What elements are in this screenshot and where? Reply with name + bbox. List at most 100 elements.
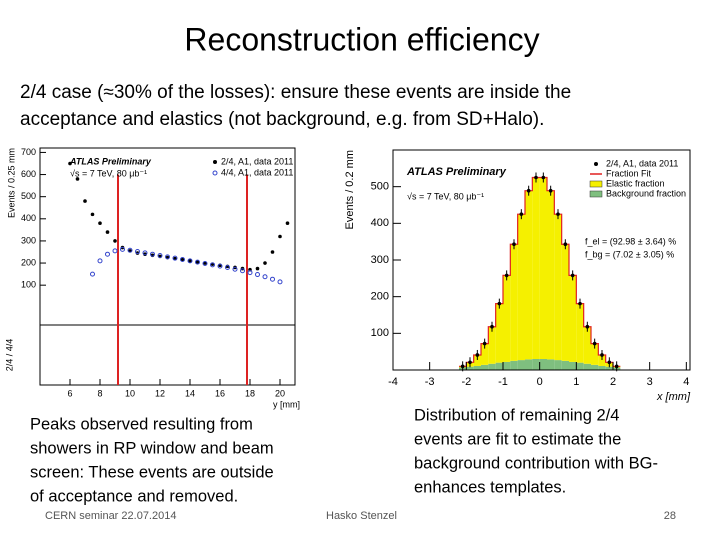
caption-line: events are fit to estimate the: [414, 430, 621, 448]
data-point: [187, 258, 193, 264]
y-tick-label: 600: [21, 169, 36, 179]
x-tick-label: -4: [388, 376, 398, 388]
y-tick-label: 200: [21, 257, 36, 267]
y-tick-label: 500: [371, 181, 389, 193]
data-point: [556, 212, 560, 216]
data-point: [150, 251, 155, 257]
data-point: [68, 161, 72, 166]
background-bar: [503, 361, 511, 370]
data-point: [135, 249, 140, 255]
data-point: [519, 212, 524, 216]
elastic-bar: [554, 214, 562, 361]
background-bar: [561, 360, 569, 370]
data-point: [460, 364, 465, 369]
data-point: [255, 272, 260, 278]
x-tick-label: 4: [683, 376, 689, 388]
data-point: [475, 353, 480, 357]
footer-center: Hasko Stenzel: [326, 510, 397, 522]
data-point: [120, 246, 125, 252]
data-point: [225, 264, 230, 270]
data-point: [105, 251, 110, 257]
caption-line: background contribution with BG-: [414, 454, 658, 472]
fit-annotation: f_bg = (7.02 ± 3.05) %: [585, 249, 674, 259]
x-tick-label: 10: [125, 388, 135, 398]
data-point: [585, 324, 590, 329]
data-point: [607, 360, 612, 365]
data-point: [105, 230, 110, 234]
background-bar: [583, 363, 591, 370]
elastic-bar: [561, 244, 569, 361]
data-point: [157, 253, 163, 259]
data-point: [127, 247, 133, 253]
elastic-bar: [532, 177, 540, 359]
ratio-frame: [39, 324, 296, 386]
data-point: [263, 261, 267, 265]
background-bar: [591, 364, 599, 370]
x-tick-label: 1: [573, 376, 579, 388]
legend-label: 2/4, A1, data 2011: [221, 156, 293, 166]
data-point: [180, 257, 185, 263]
data-point: [270, 250, 275, 254]
data-point: [247, 270, 253, 276]
chart-subtitle: √s = 7 TeV, 80 μb⁻¹: [70, 168, 147, 178]
background-bar: [510, 360, 518, 370]
elastic-bar: [510, 244, 518, 361]
chart-title: ATLAS Preliminary: [406, 166, 507, 178]
data-point: [541, 175, 546, 180]
legend-marker: [589, 190, 603, 198]
x-tick-label: 20: [275, 388, 285, 398]
background-bar: [539, 359, 547, 370]
elastic-bar: [517, 214, 525, 361]
legend-label: Background fraction: [606, 188, 686, 198]
fit-line: [459, 176, 621, 367]
data-point: [75, 177, 80, 181]
y-tick-label: 400: [371, 217, 389, 229]
data-point: [592, 341, 597, 346]
y-axis-label: Events / 0.25 mm: [6, 148, 16, 218]
elastic-bar: [569, 275, 577, 362]
data-point: [614, 364, 619, 369]
x-tick-label: 6: [67, 388, 72, 398]
x-tick-label: -1: [498, 376, 508, 388]
data-point: [278, 234, 282, 239]
background-bar: [547, 359, 555, 370]
data-point: [202, 260, 208, 266]
elastic-bar: [481, 343, 489, 365]
background-bar: [525, 359, 533, 370]
y-tick-label: 100: [21, 280, 36, 290]
background-bar: [532, 359, 540, 370]
data-point: [548, 188, 553, 193]
legend-marker: [213, 160, 217, 164]
y-tick-label: 200: [371, 291, 389, 303]
data-point: [468, 360, 472, 365]
legend-marker: [589, 180, 603, 188]
elastic-bar: [547, 190, 555, 360]
data-point: [600, 353, 604, 357]
x-tick-label: 12: [155, 388, 165, 398]
data-point: [232, 266, 238, 272]
legend-marker: [594, 162, 598, 166]
data-point: [90, 271, 95, 277]
background-bar: [576, 362, 584, 370]
background-bar: [517, 360, 525, 370]
slide-title: Reconstruction efficiency: [184, 21, 539, 57]
background-bar: [473, 365, 481, 370]
chart-title: ATLAS Preliminary: [69, 156, 152, 166]
footer-left: CERN seminar 22.07.2014: [45, 510, 176, 522]
legend-label: 4/4, A1, data 2011: [221, 167, 293, 177]
caption-line: showers in RP window and beam: [30, 439, 274, 457]
data-point: [97, 258, 103, 264]
caption-line: Distribution of remaining 2/4: [414, 406, 619, 424]
background-bar: [598, 365, 606, 370]
data-point: [504, 273, 509, 278]
data-point: [210, 262, 215, 268]
data-point: [255, 266, 260, 271]
data-point: [240, 268, 245, 274]
data-point: [172, 255, 178, 261]
elastic-bar: [488, 326, 496, 364]
caption-line: screen: These events are outside: [30, 463, 274, 481]
caption-line: Peaks observed resulting from: [30, 415, 253, 433]
x-tick-label: 16: [215, 388, 225, 398]
